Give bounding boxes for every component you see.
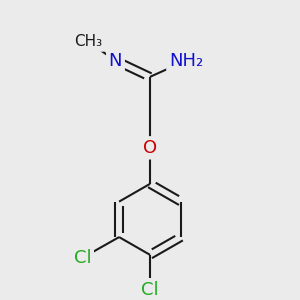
Text: N: N (109, 52, 122, 70)
Text: Cl: Cl (74, 249, 91, 267)
Text: CH₃: CH₃ (74, 34, 103, 50)
Text: O: O (143, 139, 157, 157)
Text: Cl: Cl (141, 281, 159, 299)
Text: NH₂: NH₂ (169, 52, 203, 70)
